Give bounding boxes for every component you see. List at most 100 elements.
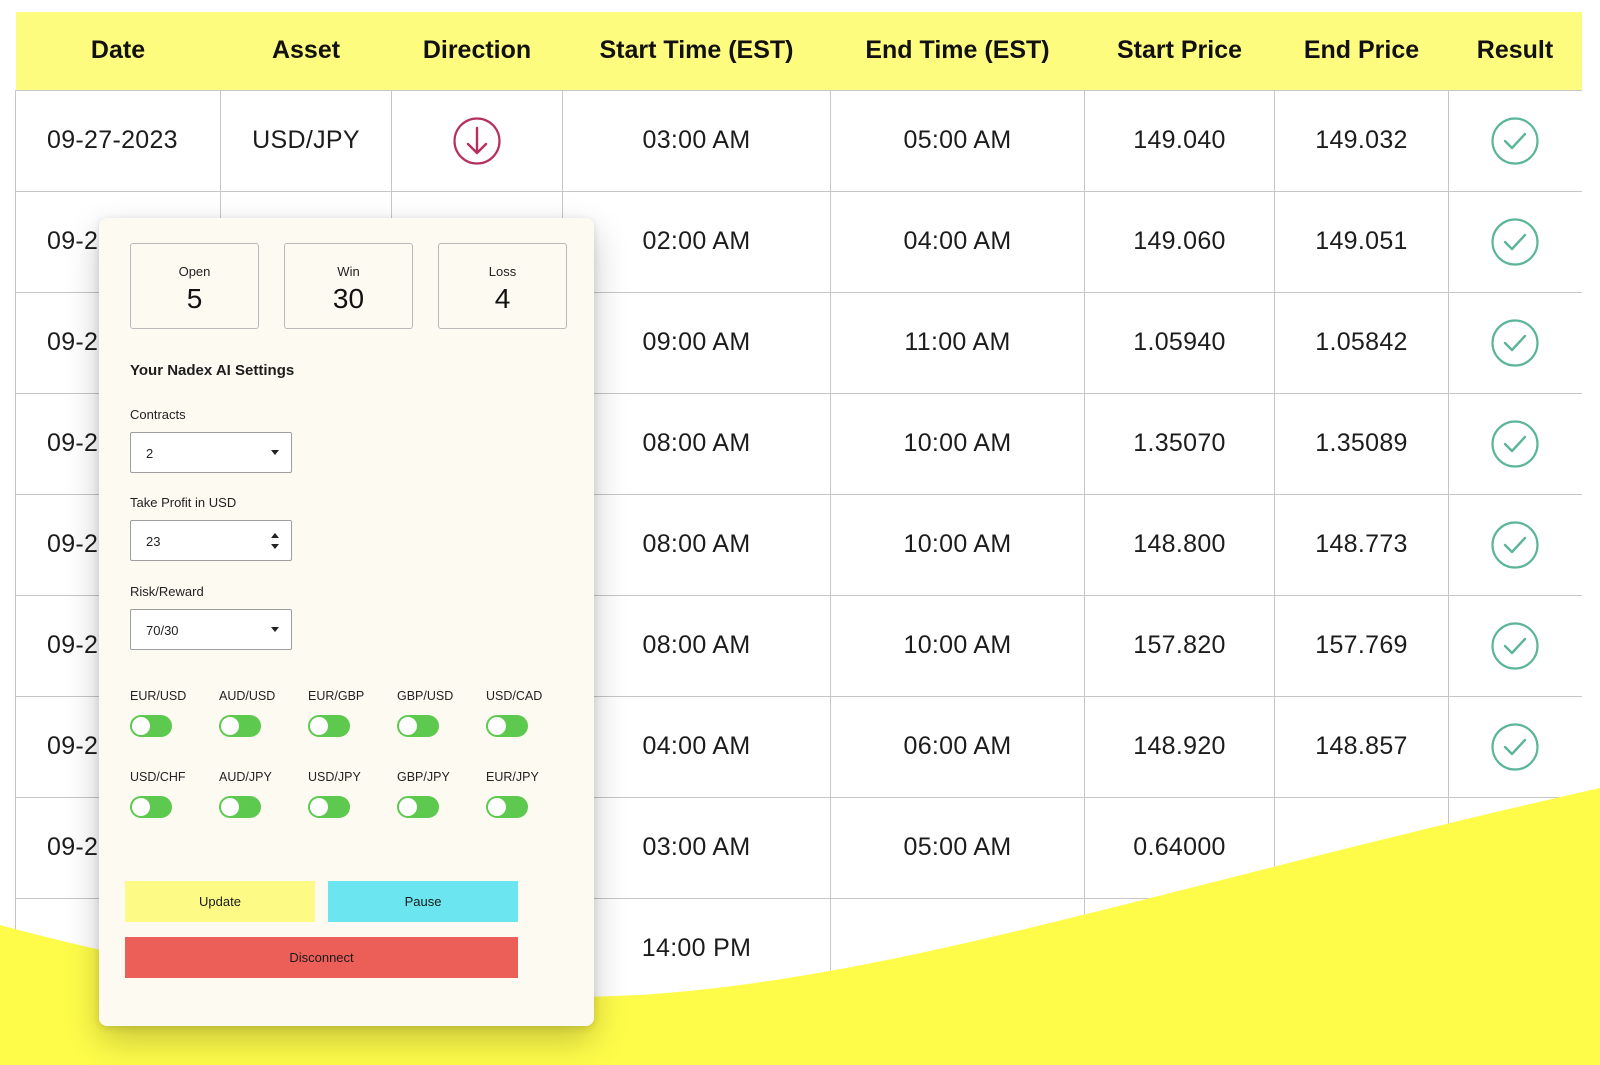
contracts-label: Contracts — [130, 407, 186, 422]
end-price-cell — [1274, 796, 1449, 899]
start-time-cell: 08:00 AM — [562, 594, 831, 697]
risk-reward-value: 70/30 — [146, 623, 179, 638]
pair-toggle-eur-usd: EUR/USD — [130, 689, 210, 737]
start-time-cell: 02:00 AM — [562, 190, 831, 293]
result-cell — [1448, 392, 1582, 495]
toggle-switch[interactable] — [308, 715, 350, 737]
loss-stat-box: Loss 4 — [438, 243, 567, 329]
column-header-start-price: Start Price — [1084, 12, 1275, 91]
end-time-cell: 10:00 AM — [830, 594, 1085, 697]
start-price-cell: 148.920 — [1084, 695, 1275, 798]
pair-label: AUD/USD — [219, 689, 276, 703]
risk-reward-select[interactable]: 70/30 — [130, 609, 292, 650]
end-price-cell: 148.773 — [1274, 493, 1449, 596]
result-cell — [1448, 594, 1582, 697]
end-time-cell: 05:00 AM — [830, 89, 1085, 192]
toggle-knob — [310, 798, 328, 816]
table-header-row: Date Asset Direction Start Time (EST) En… — [15, 12, 1582, 91]
start-time-cell: 04:00 AM — [562, 695, 831, 798]
result-cell — [1448, 695, 1582, 798]
check-circle-icon — [1491, 116, 1539, 165]
start-time-cell: 09:00 AM — [562, 291, 831, 394]
end-price-cell: 149.032 — [1274, 89, 1449, 192]
toggle-knob — [132, 798, 150, 816]
toggle-knob — [488, 717, 506, 735]
toggle-switch[interactable] — [308, 796, 350, 818]
toggle-knob — [399, 798, 417, 816]
pause-button[interactable]: Pause — [328, 881, 518, 922]
start-price-cell: 1.05940 — [1084, 291, 1275, 394]
disconnect-button[interactable]: Disconnect — [125, 937, 518, 978]
start-time-cell: 03:00 AM — [562, 89, 831, 192]
end-time-cell: 10:00 AM — [830, 392, 1085, 495]
contracts-select[interactable]: 2 — [130, 432, 292, 473]
end-price-cell — [1274, 897, 1449, 1000]
check-circle-icon — [1491, 217, 1539, 266]
toggle-switch[interactable] — [219, 796, 261, 818]
end-price-cell: 148.857 — [1274, 695, 1449, 798]
open-stat-label: Open — [178, 264, 211, 279]
column-header-end-time: End Time (EST) — [830, 12, 1085, 91]
column-header-start-time: Start Time (EST) — [562, 12, 831, 91]
direction-cell — [391, 89, 563, 192]
pair-toggle-aud-jpy: AUD/JPY — [219, 770, 299, 818]
asset-cell: USD/JPY — [220, 89, 392, 192]
start-price-cell: 157.820 — [1084, 594, 1275, 697]
result-cell — [1448, 796, 1582, 899]
pair-toggle-gbp-jpy: GBP/JPY — [397, 770, 477, 818]
start-time-cell: 08:00 AM — [562, 392, 831, 495]
toggle-switch[interactable] — [397, 715, 439, 737]
toggle-switch[interactable] — [486, 796, 528, 818]
start-price-cell: 0.64000 — [1084, 796, 1275, 899]
end-time-cell: 06:00 AM — [830, 695, 1085, 798]
check-circle-icon — [1491, 520, 1539, 569]
win-stat-box: Win 30 — [284, 243, 413, 329]
chevron-down-icon — [271, 627, 279, 632]
pair-toggle-usd-jpy: USD/JPY — [308, 770, 388, 818]
end-time-cell — [830, 897, 1085, 1000]
column-header-asset: Asset — [220, 12, 392, 91]
pair-toggle-gbp-usd: GBP/USD — [397, 689, 477, 737]
date-cell: 09-27-2023 — [15, 89, 221, 192]
pair-toggle-eur-gbp: EUR/GBP — [308, 689, 388, 737]
pair-toggle-eur-jpy: EUR/JPY — [486, 770, 566, 818]
pair-label: EUR/JPY — [486, 770, 539, 784]
check-circle-icon — [1491, 621, 1539, 670]
toggle-knob — [399, 717, 417, 735]
update-button[interactable]: Update — [125, 881, 315, 922]
column-header-direction: Direction — [391, 12, 563, 91]
open-stat-box: Open 5 — [130, 243, 259, 329]
settings-panel: Open 5 Win 30 Loss 4 Your Nadex AI Setti… — [99, 218, 594, 1026]
end-time-cell: 11:00 AM — [830, 291, 1085, 394]
toggle-switch[interactable] — [397, 796, 439, 818]
end-time-cell: 05:00 AM — [830, 796, 1085, 899]
toggle-switch[interactable] — [130, 796, 172, 818]
toggle-switch[interactable] — [219, 715, 261, 737]
chevron-down-icon — [271, 450, 279, 455]
result-cell — [1448, 493, 1582, 596]
toggle-switch[interactable] — [130, 715, 172, 737]
pair-label: GBP/USD — [397, 689, 454, 703]
pair-toggle-usd-cad: USD/CAD — [486, 689, 566, 737]
toggle-knob — [221, 717, 239, 735]
check-circle-icon — [1491, 318, 1539, 367]
loss-stat-label: Loss — [488, 264, 517, 279]
start-time-cell: 14:00 PM — [562, 897, 831, 1000]
pair-label: EUR/GBP — [308, 689, 365, 703]
end-price-cell: 1.35089 — [1274, 392, 1449, 495]
take-profit-input[interactable]: 23 — [130, 520, 292, 561]
pair-toggle-usd-chf: USD/CHF — [130, 770, 210, 818]
pair-label: GBP/JPY — [397, 770, 450, 784]
win-stat-label: Win — [337, 264, 360, 279]
toggle-knob — [221, 798, 239, 816]
arrow-down-circle-icon — [453, 116, 501, 165]
start-time-cell: 08:00 AM — [562, 493, 831, 596]
stepper-arrows-icon[interactable] — [271, 533, 279, 549]
toggle-switch[interactable] — [486, 715, 528, 737]
table-row: 09-27-2023 USD/JPY 03:00 AM 05:00 AM 149.040… — [15, 89, 1582, 192]
pair-toggle-aud-usd: AUD/USD — [219, 689, 299, 737]
pair-label: EUR/USD — [130, 689, 187, 703]
toggle-knob — [132, 717, 150, 735]
result-cell — [1448, 89, 1582, 192]
result-cell — [1448, 190, 1582, 293]
